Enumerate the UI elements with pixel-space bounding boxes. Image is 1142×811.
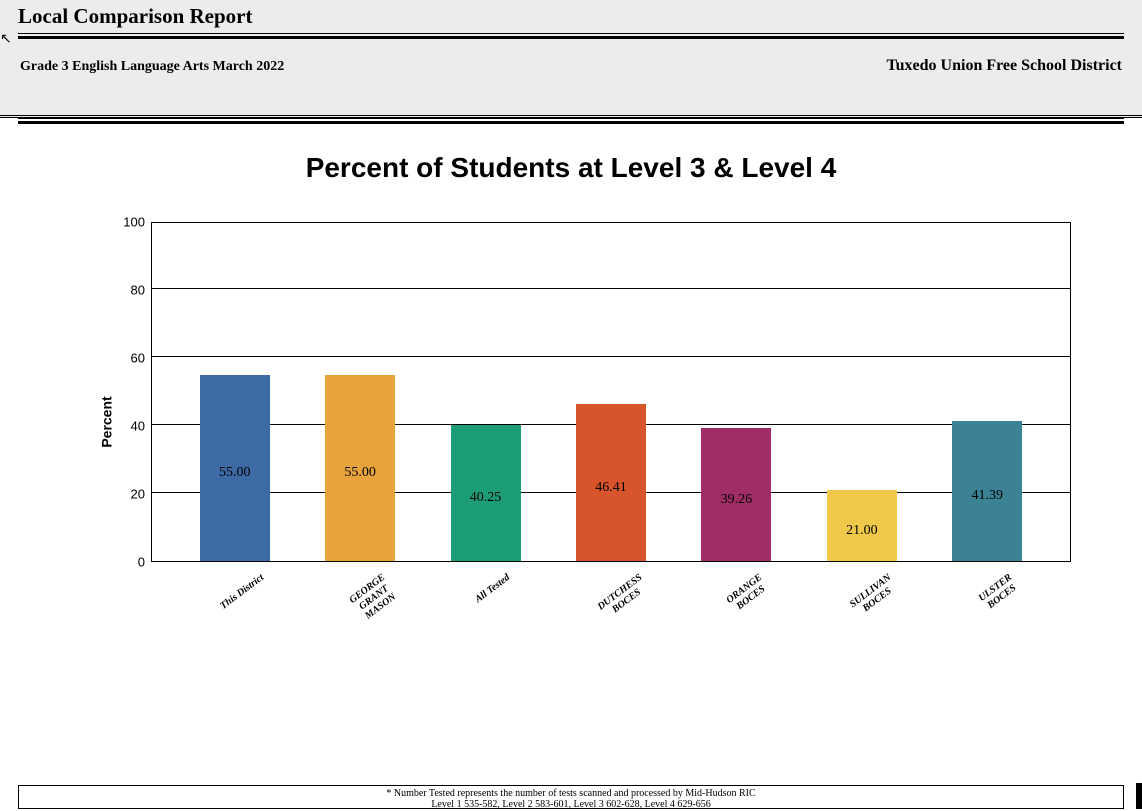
footer-line-1: * Number Tested represents the number of… [25,788,1117,799]
bar: 39.26 [701,428,771,561]
bar-slot: 46.41 [548,223,673,561]
bar-value-label: 39.26 [721,491,753,507]
y-tick: 60 [105,351,145,366]
chart-plot: 55.00 55.00 40.25 46.41 39.26 21.00 41.39 [151,222,1071,562]
y-tick: 40 [105,419,145,434]
bar-slot: 55.00 [172,223,297,561]
report-title: Local Comparison Report [18,4,1124,33]
x-label: All Tested [473,572,512,605]
y-tick: 0 [105,555,145,570]
bar: 55.00 [325,375,395,561]
x-label-slot: DUTCHESS BOCES [548,566,674,632]
x-label: GEORGE GRANT MASON [347,572,400,623]
bar-value-label: 21.00 [846,522,878,538]
bar-slot: 40.25 [423,223,548,561]
page: ↖ Local Comparison Report Grade 3 Englis… [0,0,1142,811]
x-label-slot: ULSTER BOCES [925,566,1051,632]
report-subheader: Grade 3 English Language Arts March 2022… [18,43,1124,115]
side-tab [1136,783,1142,809]
bar-slot: 21.00 [799,223,924,561]
y-tick: 80 [105,283,145,298]
y-tick: 100 [105,215,145,230]
bars: 55.00 55.00 40.25 46.41 39.26 21.00 41.39 [152,223,1070,561]
bar-value-label: 46.41 [595,479,627,495]
bar: 41.39 [952,421,1022,561]
x-label-slot: GEORGE GRANT MASON [297,566,423,632]
bar-slot: 39.26 [674,223,799,561]
chart-area: Percent 020406080100 55.0055.0040.2546.4… [71,212,1071,632]
bar: 46.41 [576,404,646,561]
x-label: ULSTER BOCES [977,572,1021,613]
bar: 21.00 [827,490,897,561]
subject-line: Grade 3 English Language Arts March 2022 [20,59,284,75]
x-label: DUTCHESS BOCES [595,572,650,621]
bar-value-label: 55.00 [344,465,376,481]
bar: 40.25 [451,425,521,561]
x-label-slot: ORANGE BOCES [674,566,800,632]
footer-line-2: Level 1 535-582, Level 2 583-601, Level … [25,799,1117,809]
x-label-slot: This District [171,566,297,632]
report-header: Local Comparison Report Grade 3 English … [0,0,1142,118]
bar: 55.00 [200,375,270,561]
district-name: Tuxedo Union Free School District [886,57,1122,75]
x-labels: This District GEORGE GRANT MASON All Teste… [151,566,1071,632]
x-label: SULLIVAN BOCES [848,572,900,619]
chart-container: Percent of Students at Level 3 & Level 4… [0,124,1142,632]
footer-note: * Number Tested represents the number of… [18,785,1124,809]
bar-value-label: 41.39 [971,488,1003,504]
header-rule [18,33,1124,39]
y-tick: 20 [105,487,145,502]
x-label: ORANGE BOCES [724,572,771,615]
bar-value-label: 40.25 [470,490,502,506]
chart-title: Percent of Students at Level 3 & Level 4 [40,152,1102,184]
x-label-slot: All Tested [422,566,548,632]
x-label-slot: SULLIVAN BOCES [800,566,926,632]
bar-slot: 55.00 [297,223,422,561]
x-label: This District [219,572,267,612]
bar-value-label: 55.00 [219,465,251,481]
bar-slot: 41.39 [925,223,1050,561]
